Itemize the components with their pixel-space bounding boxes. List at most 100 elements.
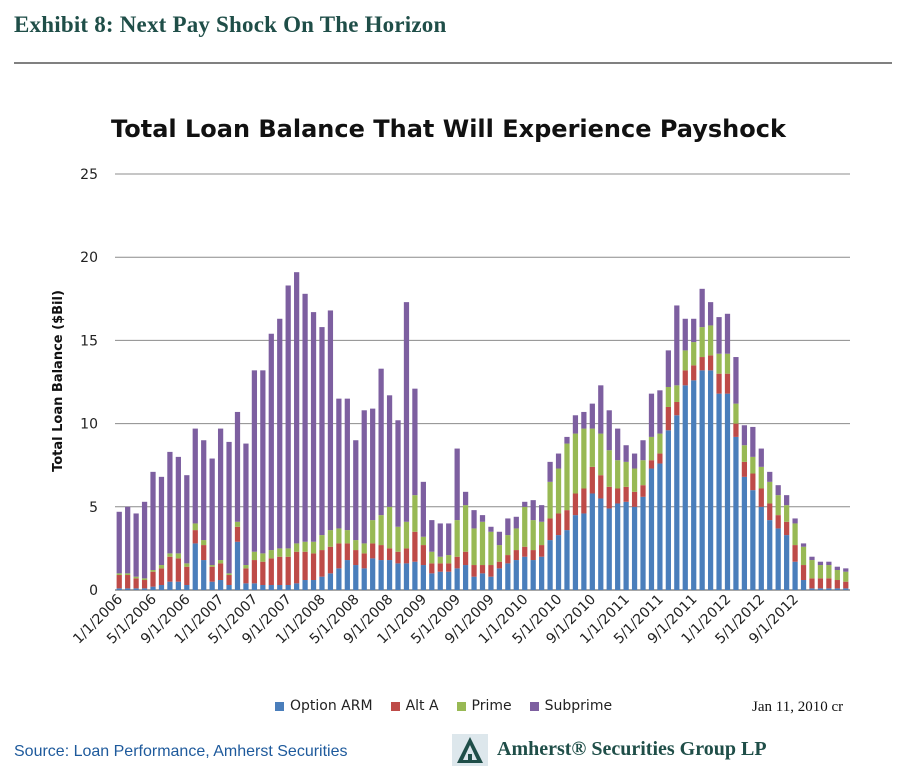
- bar-segment-prime: [158, 565, 165, 569]
- bar-segment-subprime: [631, 453, 638, 469]
- header-divider: [14, 62, 892, 64]
- bar-segment-alt-a: [631, 491, 638, 507]
- source-note: Source: Loan Performance, Amherst Securi…: [14, 743, 348, 760]
- bar-segment-alt-a: [488, 565, 494, 577]
- bar-segment-prime: [327, 530, 334, 547]
- bar-segment-subprime: [682, 318, 688, 351]
- bar-segment-prime: [251, 551, 258, 561]
- bar-segment-prime: [437, 556, 443, 564]
- bar-segment-alt-a: [446, 563, 452, 572]
- bar-segment-option-arm: [192, 543, 198, 590]
- bar-segment-prime: [513, 528, 519, 551]
- y-tick-label: 25: [80, 167, 98, 183]
- bar-segment-option-arm: [370, 558, 376, 590]
- bar-segment-prime: [462, 505, 469, 552]
- bar-segment-alt-a: [378, 545, 384, 561]
- bar-segment-alt-a: [175, 558, 181, 582]
- bar-segment-prime: [589, 428, 595, 467]
- bar-segment-subprime: [209, 458, 215, 566]
- bar-segment-subprime: [598, 385, 604, 434]
- bar-segment-option-arm: [327, 573, 334, 590]
- bar-segment-subprime: [319, 327, 325, 536]
- legend: Option ARM Alt A Prime Subprime: [275, 698, 612, 714]
- bar-segment-alt-a: [758, 488, 764, 507]
- bar-segment-alt-a: [420, 545, 426, 566]
- legend-label-alt-a: Alt A: [405, 698, 439, 714]
- bar-segment-subprime: [344, 398, 350, 531]
- bar-segment-prime: [581, 428, 587, 489]
- bar-segment-subprime: [581, 411, 587, 429]
- bar-segment-subprime: [310, 312, 317, 542]
- bar-segment-subprime: [184, 475, 190, 564]
- bar-segment-prime: [800, 546, 807, 566]
- bar-segment-alt-a: [657, 453, 663, 464]
- bar-segment-subprime: [217, 428, 224, 561]
- bar-segment-alt-a: [530, 550, 536, 561]
- bar-segment-subprime: [606, 410, 612, 451]
- bar-segment-prime: [817, 565, 824, 579]
- bar-segment-option-arm: [648, 468, 655, 590]
- bar-segment-alt-a: [750, 473, 756, 491]
- bar-segment-option-arm: [564, 530, 570, 590]
- bar-segment-alt-a: [606, 486, 612, 509]
- bar-segment-alt-a: [513, 550, 519, 561]
- bar-segment-option-arm: [750, 490, 756, 590]
- bar-segment-alt-a: [843, 581, 849, 589]
- bar-segment-subprime: [437, 523, 443, 557]
- bar-segment-option-arm: [437, 571, 443, 590]
- bar-segment-alt-a: [699, 357, 705, 371]
- bar-segment-prime: [767, 481, 773, 504]
- bar-segment-prime: [572, 433, 579, 494]
- bar-segment-subprime: [547, 461, 553, 482]
- bar-segment-subprime: [243, 443, 249, 566]
- bar-segment-alt-a: [217, 563, 224, 581]
- bar-segment-alt-a: [243, 568, 249, 584]
- bar-segment-subprime: [623, 445, 629, 462]
- bar-segment-prime: [555, 468, 562, 514]
- bar-segment-alt-a: [572, 493, 579, 516]
- bar-segment-prime: [167, 553, 173, 557]
- bar-segment-option-arm: [378, 560, 384, 590]
- bar-segment-option-arm: [217, 580, 224, 590]
- bar-segment-alt-a: [691, 365, 697, 381]
- y-tick-label: 10: [80, 417, 98, 433]
- bar-segment-prime: [454, 520, 460, 557]
- bar-segment-option-arm: [226, 585, 232, 590]
- bar-segment-option-arm: [733, 436, 739, 590]
- bar-segment-prime: [302, 541, 308, 552]
- bar-segment-option-arm: [243, 583, 249, 590]
- bar-segment-prime: [209, 565, 215, 567]
- bar-segment-option-arm: [294, 583, 300, 590]
- bar-segment-prime: [446, 555, 452, 564]
- bar-segment-prime: [429, 551, 435, 564]
- bar-segment-subprime: [260, 370, 266, 554]
- bar-segment-option-arm: [133, 588, 139, 590]
- bar-segment-option-arm: [657, 463, 663, 590]
- bar-segment-subprime: [674, 305, 680, 386]
- bar-segment-alt-a: [370, 543, 376, 559]
- bar-segment-option-arm: [809, 588, 815, 590]
- bar-segment-alt-a: [260, 561, 266, 586]
- bar-segment-subprime: [572, 415, 579, 434]
- bar-segment-option-arm: [792, 561, 798, 590]
- bar-segment-alt-a: [150, 571, 156, 587]
- bar-segment-option-arm: [623, 501, 629, 590]
- bar-segment-alt-a: [674, 401, 680, 416]
- bar-segment-prime: [116, 573, 122, 576]
- bar-segment-option-arm: [386, 560, 393, 590]
- bar-segment-alt-a: [141, 580, 148, 589]
- bar-segment-subprime: [429, 520, 435, 552]
- bar-segment-alt-a: [522, 546, 528, 557]
- bar-segment-alt-a: [479, 565, 486, 574]
- bar-segment-option-arm: [665, 430, 671, 590]
- bar-segment-option-arm: [336, 568, 342, 590]
- bar-segment-option-arm: [353, 565, 359, 590]
- bar-segment-option-arm: [640, 496, 646, 590]
- bar-segment-option-arm: [539, 556, 545, 590]
- bar-segment-prime: [716, 353, 722, 374]
- bar-segment-option-arm: [285, 585, 291, 590]
- bar-segment-alt-a: [817, 578, 824, 589]
- bar-segment-subprime: [750, 426, 756, 457]
- bar-segment-subprime: [741, 425, 748, 446]
